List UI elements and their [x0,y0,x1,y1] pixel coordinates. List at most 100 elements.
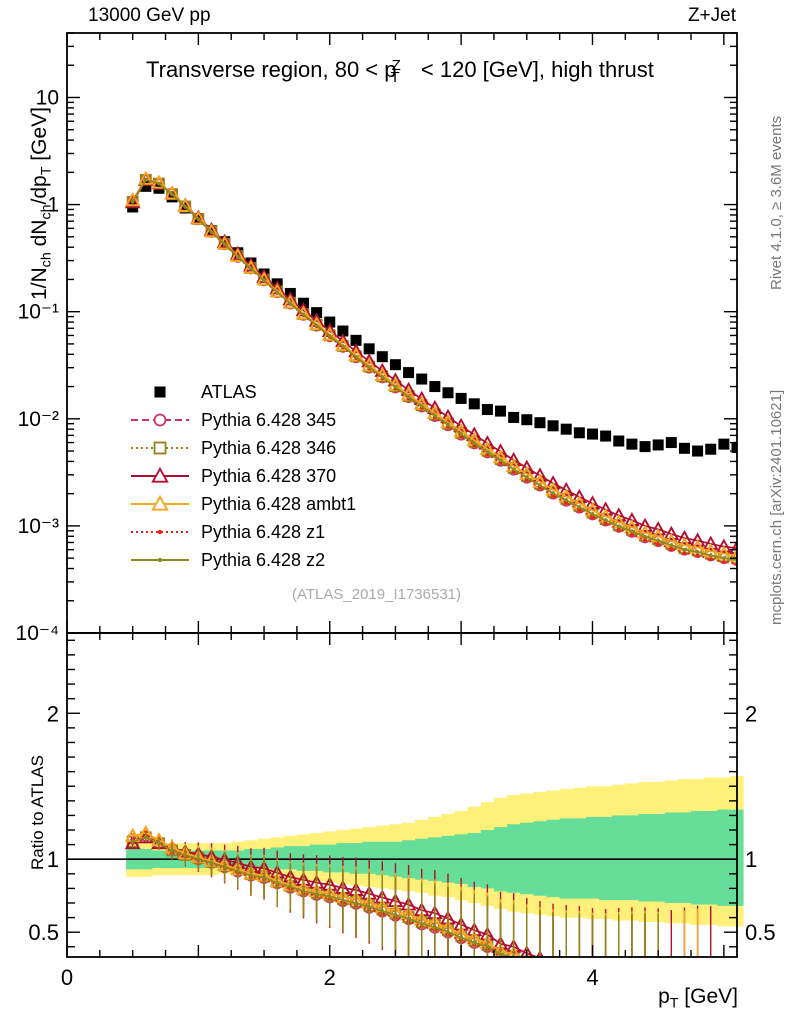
marker-dot [590,515,595,519]
legend-marker [151,494,169,511]
marker-triangle-open [715,538,732,553]
marker-square-filled [337,325,349,337]
marker-triangle-open [573,967,586,978]
marker-square-open [614,976,624,986]
marker-dot [538,967,542,971]
legend-item-4[interactable]: Pythia 6.428 ambt1 [129,490,356,518]
marker-square-filled [350,334,362,346]
marker-square-filled [560,423,572,435]
marker-dot [603,518,608,523]
marker-dot [367,905,372,909]
marker-triangle-open [639,972,652,983]
marker-square-filled [639,441,651,453]
marker-square-filled [481,404,493,416]
marker-dot [130,199,135,204]
marker-dot [235,869,240,874]
marker-dot [393,912,398,917]
marker-triangle-open [571,488,588,503]
marker-square-filled [626,438,638,450]
marker-triangle-open [599,973,612,984]
marker-dot [564,973,568,977]
marker-square-filled [573,427,585,439]
marker-triangle-open [229,247,246,262]
legend: ATLAS Pythia 6.428 345 Pythia 6.428 346 Pyt… [129,378,356,574]
ratio-y-tick-label: 1 [47,847,59,872]
marker-dot [485,450,490,454]
marker-dot [446,929,450,934]
marker-triangle-open [560,965,573,976]
marker-square-filled [140,180,152,192]
legend-item-0[interactable]: ATLAS [129,378,356,406]
ratio-y-tick-label-right: 0.5 [745,920,776,945]
marker-dot [314,892,319,896]
marker-triangle-open [256,271,272,286]
marker-dot [524,475,529,480]
legend-key-square-open [131,441,189,455]
marker-dot [183,204,188,209]
ratio-y-tick-label: 2 [47,701,59,726]
marker-triangle-open [663,525,680,540]
marker-triangle-open [539,956,541,957]
marker-triangle-open [124,191,141,207]
marker-dot [196,857,201,862]
legend-label: Pythia 6.428 z2 [201,549,326,570]
marker-triangle-open [547,962,560,973]
marker-dot [551,971,555,975]
marker-circle-open [601,977,611,987]
marker-dot [380,909,385,913]
marker-triangle-open [678,981,691,992]
marker-dot [275,290,280,295]
legend-item-5[interactable]: Pythia 6.428 z1 [129,518,356,546]
marker-dot [604,979,608,983]
marker-dot [130,839,135,844]
marker-triangle-open [507,945,521,957]
legend-item-2[interactable]: Pythia 6.428 346 [129,434,356,462]
marker-triangle-open [532,467,548,482]
marker-dot [564,971,568,975]
marker-triangle-open [678,978,691,989]
marker-dot [656,541,661,546]
marker-dot [577,975,581,979]
legend-label: Pythia 6.428 345 [201,409,337,430]
marker-dot [682,547,687,552]
marker-square-filled [389,359,401,371]
marker-square-filled [442,387,454,399]
x-tick-label: 2 [324,965,336,990]
marker-triangle-open [545,475,561,490]
marker-triangle-open [558,481,575,497]
marker-triangle-open [137,170,154,185]
marker-square-filled [600,430,612,442]
marker-dot [577,505,582,509]
marker-dot [643,538,647,542]
marker-dot [354,355,358,359]
marker-dot [354,901,358,905]
legend-label: Pythia 6.428 z1 [201,521,326,542]
legend-item-6[interactable]: Pythia 6.428 z2 [129,546,356,574]
marker-square-filled [586,428,598,440]
legend-label: Pythia 6.428 ambt1 [201,493,357,514]
legend-item-1[interactable]: Pythia 6.428 345 [129,406,356,434]
marker-dot [525,961,529,965]
marker-square-filled [495,405,507,417]
marker-dot [603,521,608,526]
legend-key-dot-small [131,557,189,563]
marker-dot [432,413,437,418]
marker-dot [498,952,503,957]
marker-dot [327,894,332,899]
marker-dot [721,556,726,561]
marker-dot [577,508,582,512]
marker-dot [656,985,660,989]
marker-dot [314,323,319,328]
ratio-y-tick-label: 0.5 [28,920,59,945]
marker-dot [616,524,621,529]
marker-dot [669,546,674,551]
marker-triangle-open [689,532,706,547]
marker-dot [472,441,477,445]
marker-dot [538,965,542,969]
ratio-panel-data [67,824,737,992]
marker-square-filled [613,435,625,447]
marker-triangle-open [560,960,573,971]
legend-item-3[interactable]: Pythia 6.428 370 [129,462,356,490]
marker-square-filled [324,316,336,328]
marker-square-filled [363,343,375,355]
